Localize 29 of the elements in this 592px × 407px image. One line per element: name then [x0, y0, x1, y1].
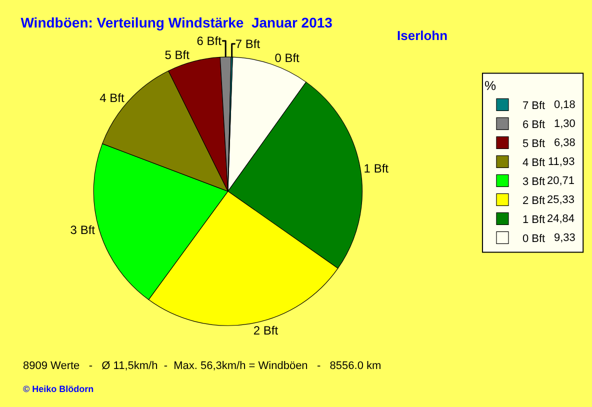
legend-label: 4 Bft — [522, 156, 546, 169]
chart-title: Windböen: Verteilung Windstärke Januar 2013 — [20, 14, 333, 30]
data-label: 6,38 — [554, 137, 576, 149]
data-label: 1,30 — [554, 118, 576, 130]
chart-subtitle: Iserlohn — [397, 28, 448, 43]
data-label: 20,71 — [547, 175, 575, 187]
text: 8909 Werte - Ø 11,5km/h - Max. 56,3km/h = Windböen - 8556.0 km — [23, 360, 382, 372]
data-label: 25,33 — [547, 194, 575, 206]
legend-label: 3 Bft — [522, 176, 546, 188]
slice-label: 4 Bft — [100, 90, 125, 105]
slice-label: 2 Bft — [253, 324, 279, 338]
legend-label: 2 Bft — [522, 194, 546, 207]
legend-label: 7 Bft — [522, 100, 546, 112]
legend-label: 1 Bft — [522, 214, 546, 226]
data-label: 0,18 — [554, 99, 576, 111]
slice-label: 3 Bft — [70, 223, 96, 238]
data-label: 24,84 — [547, 213, 575, 225]
slice-label: 0 Bft — [274, 50, 300, 65]
legend-label: 6 Bft — [522, 118, 546, 131]
slice-label: 6 Bft — [196, 34, 222, 48]
data-label: 9,33 — [554, 232, 576, 244]
slice-label: 1 Bft — [364, 161, 390, 176]
text: © Heiko Blödorn — [23, 384, 94, 394]
legend-label: 0 Bft — [522, 232, 546, 245]
slice-label: 5 Bft — [164, 48, 190, 62]
legend-title: % — [484, 78, 496, 94]
slice-label: 7 Bft — [235, 36, 261, 51]
data-label: 11,93 — [548, 156, 575, 168]
legend-label: 5 Bft — [522, 138, 546, 150]
